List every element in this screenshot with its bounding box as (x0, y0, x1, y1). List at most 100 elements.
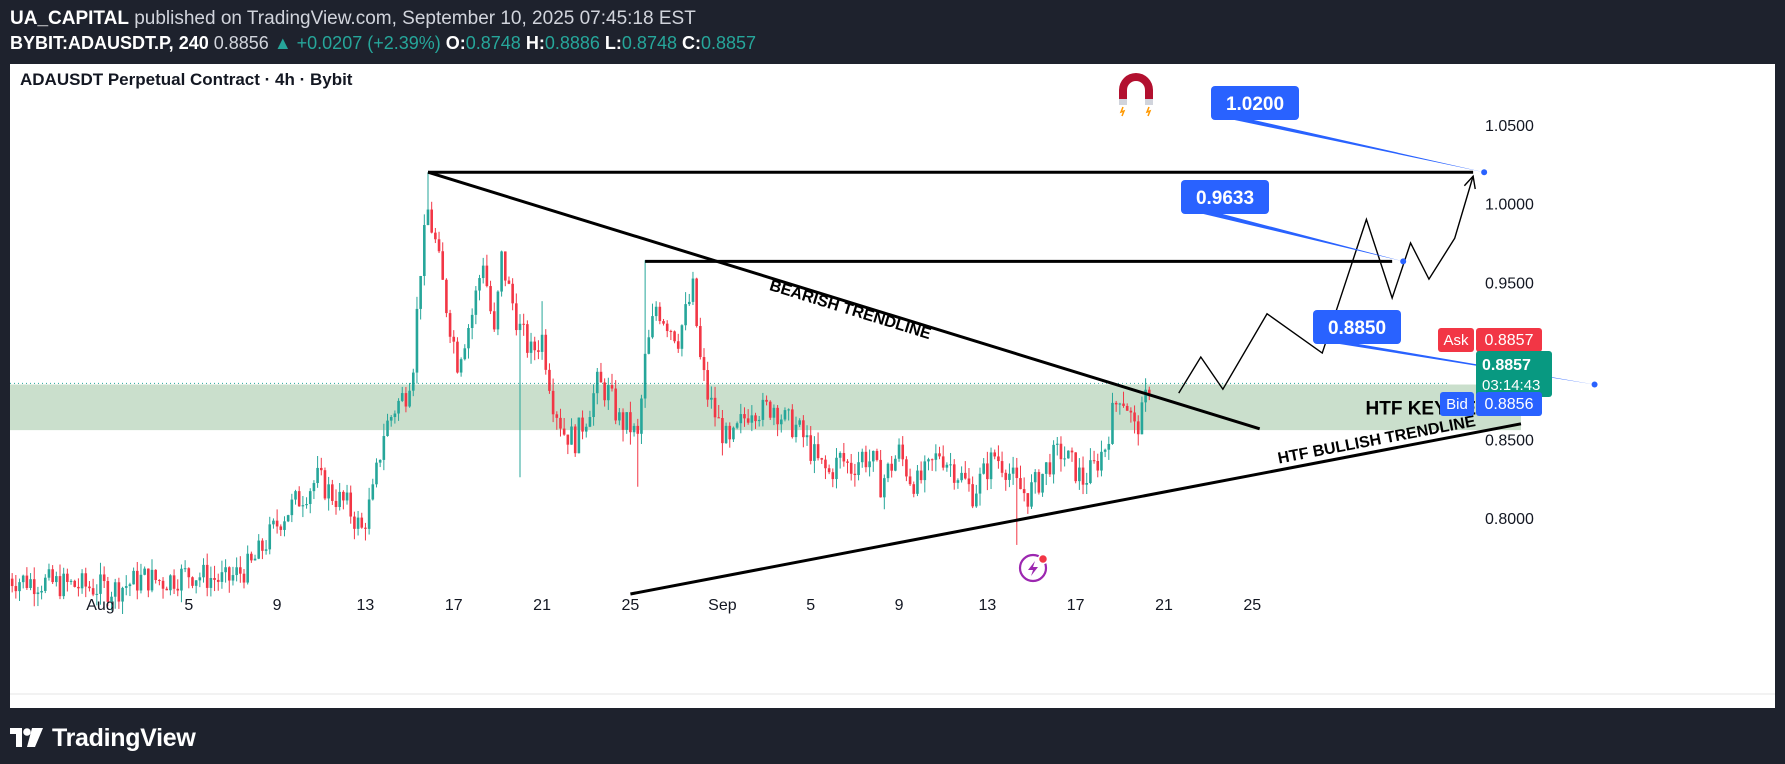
candle (290, 493, 294, 523)
publication-header: UA_CAPITAL published on TradingView.com,… (10, 8, 696, 30)
candle (912, 481, 916, 498)
candle-body (161, 580, 165, 589)
candle-body (334, 500, 338, 508)
candle (419, 275, 422, 320)
candle-body (905, 459, 908, 477)
brand-name[interactable]: TradingView (52, 723, 196, 752)
candle (62, 567, 65, 600)
candle-body (191, 577, 194, 586)
bullish-trendline[interactable] (630, 422, 1522, 596)
candle (231, 566, 235, 586)
footer: TradingView (10, 724, 196, 752)
candle-body (36, 592, 40, 595)
candle (776, 404, 779, 437)
candle (485, 254, 489, 288)
projection-path[interactable] (1178, 175, 1474, 394)
candle (158, 579, 161, 586)
x-tick-label: Sep (708, 597, 737, 614)
candle (610, 373, 614, 392)
candle (1019, 465, 1022, 490)
bearish-trendline[interactable] (427, 170, 1261, 431)
candle (952, 459, 956, 490)
chart-title: ADAUSDT Perpetual Contract · 4h · Bybit (20, 70, 353, 89)
candle (647, 329, 651, 355)
candle-body (400, 393, 404, 401)
candle-body (18, 582, 21, 592)
candle-body (448, 313, 452, 337)
candle-body (213, 577, 216, 580)
tradingview-logo-icon (10, 728, 43, 747)
candle (239, 556, 242, 583)
candle-body (757, 419, 761, 422)
lightning-icon[interactable] (1018, 553, 1049, 583)
candle-body (548, 369, 551, 391)
candle (205, 553, 209, 597)
candle-body (393, 413, 397, 418)
candle-body (658, 306, 662, 322)
candle-body (871, 450, 875, 462)
candle (805, 425, 809, 446)
candle (813, 436, 816, 474)
callout-anchor-dot (1400, 258, 1407, 265)
candle (1055, 436, 1059, 456)
candle (191, 576, 194, 589)
candle-body (397, 400, 400, 414)
candle-body (478, 278, 481, 291)
candle (566, 434, 570, 455)
candle-body (702, 357, 706, 371)
candle-body (216, 579, 220, 582)
time-axis[interactable]: Aug 5 9 13 17 21 25 Sep 5 9 13 17 21 25 (86, 597, 1261, 614)
candle (1048, 453, 1052, 478)
candle-body (592, 393, 595, 418)
candle (989, 447, 993, 490)
candle (165, 586, 169, 591)
candle (95, 584, 99, 606)
candle-body (1008, 473, 1011, 480)
candle-body (378, 459, 382, 463)
candle-body (860, 451, 864, 463)
low-value: 0.8748 (621, 33, 677, 53)
candle-body (743, 414, 746, 419)
candle-body (750, 415, 754, 423)
price-callout[interactable]: 0.9633 (1181, 180, 1407, 265)
candle-body (66, 573, 69, 582)
candle-body (952, 464, 956, 483)
candle (526, 320, 529, 358)
key-zone[interactable] (10, 384, 1521, 431)
last-price-box (1476, 351, 1552, 397)
candle (588, 410, 592, 428)
candle-body (662, 321, 665, 324)
candle-body (930, 459, 934, 461)
callout-box (1181, 180, 1269, 214)
candle (275, 509, 279, 534)
candle (220, 560, 224, 589)
candle (960, 466, 963, 483)
candle (459, 357, 463, 377)
candle (636, 418, 640, 487)
price-callout[interactable]: 1.0200 (1211, 86, 1488, 176)
candle-body (139, 574, 143, 591)
candle (121, 586, 124, 615)
candle (798, 418, 801, 428)
candle-body (437, 239, 441, 252)
candle-body (150, 569, 154, 591)
candle-body (791, 409, 794, 438)
candle (1037, 469, 1041, 495)
price-axis[interactable]: 1.0500 1.0000 0.9500 0.8500 0.8000 (1485, 118, 1534, 528)
candle (423, 214, 426, 286)
candle-body (1144, 389, 1147, 403)
candle-body (143, 568, 146, 575)
candle (1085, 472, 1089, 494)
candle (779, 414, 783, 433)
y-tick-label: 0.9500 (1485, 275, 1534, 292)
candle-body (456, 341, 459, 373)
candle (51, 565, 54, 585)
candle (971, 476, 974, 509)
candle (894, 455, 897, 472)
candle-body (912, 484, 916, 494)
candle-body (496, 291, 500, 330)
candle-body (680, 325, 684, 349)
candle (492, 302, 496, 332)
author-name[interactable]: UA_CAPITAL (10, 8, 129, 29)
